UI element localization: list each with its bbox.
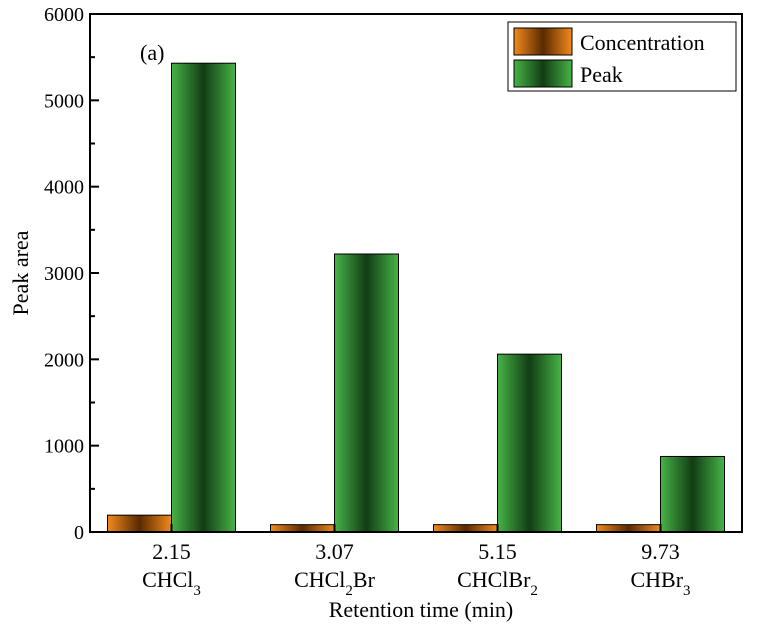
bar-concentration-5.15 — [433, 524, 498, 533]
y-tick-label: 4000 — [44, 177, 84, 199]
legend: Concentration Peak — [507, 21, 737, 92]
legend-swatch-peak — [513, 59, 573, 88]
panel-label: (a) — [140, 40, 164, 65]
x-axis: 2.15 CHCl3 3.07 CHCl2Br 5.15 CHClBr2 9.73 CHBr3 — [142, 524, 691, 599]
x-category-compound: CHCl3 — [142, 567, 201, 599]
x-category-time: 3.07 — [315, 539, 354, 564]
y-tick-label: 1000 — [44, 436, 84, 458]
legend-swatch-concentration — [513, 27, 573, 56]
bar-concentration-2.15 — [107, 514, 172, 533]
plot-frame — [89, 13, 743, 533]
y-axis-title: Peak area — [8, 230, 33, 315]
x-category-compound: CHBr3 — [630, 567, 690, 599]
legend-label-concentration: Concentration — [580, 30, 705, 55]
x-category-time: 2.15 — [152, 539, 191, 564]
x-category-compound: CHClBr2 — [457, 567, 538, 599]
bar-concentration-3.07 — [270, 524, 335, 533]
x-category-time: 9.73 — [641, 539, 680, 564]
bar-peak-9.73 — [660, 455, 725, 533]
bar-peak-2.15 — [171, 62, 236, 533]
x-axis-title: Retention time (min) — [329, 597, 514, 622]
y-tick-label: 2000 — [44, 349, 84, 371]
bars-group — [107, 62, 725, 533]
bar-peak-3.07 — [334, 253, 399, 533]
legend-label-peak: Peak — [580, 62, 623, 87]
y-tick-label: 5000 — [44, 90, 84, 112]
y-tick-label: 0 — [74, 522, 84, 544]
x-category-time: 5.15 — [478, 539, 517, 564]
y-tick-label: 6000 — [44, 4, 84, 26]
bar-concentration-9.73 — [596, 524, 661, 533]
y-tick-label: 3000 — [44, 263, 84, 285]
bar-peak-5.15 — [497, 353, 562, 533]
x-category-compound: CHCl2Br — [294, 567, 376, 599]
